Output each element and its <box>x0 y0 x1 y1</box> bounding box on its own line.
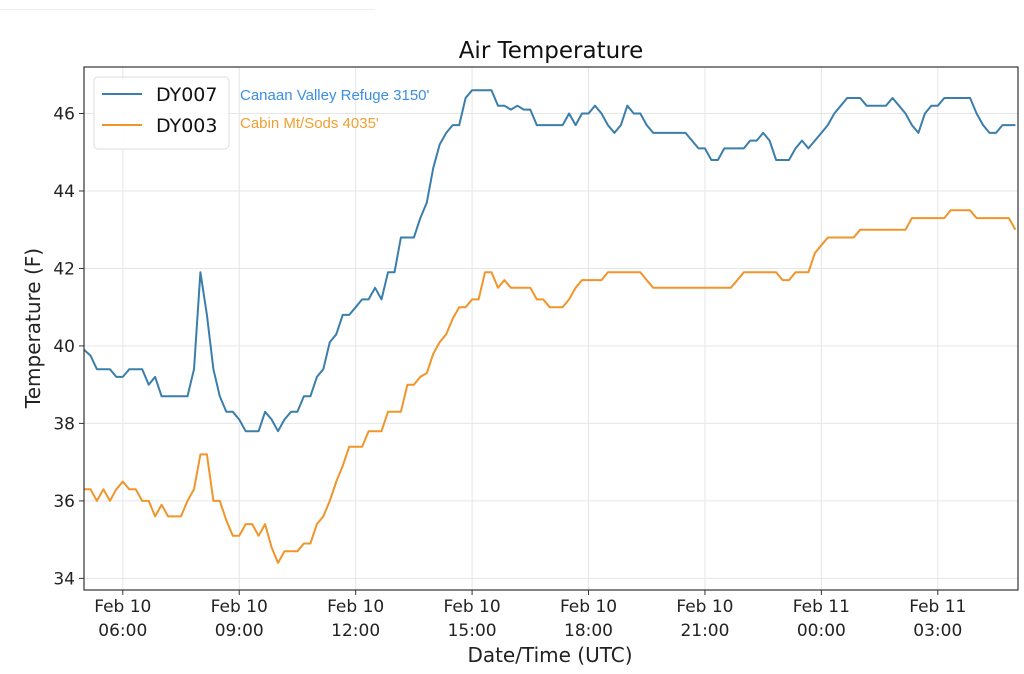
x-tick-label-time: 06:00 <box>98 621 147 641</box>
x-tick-label-time: 09:00 <box>215 621 264 641</box>
x-tick-label-date: Feb 11 <box>909 597 966 617</box>
y-tick-label: 36 <box>53 492 75 512</box>
y-axis-ticks: 34 36 38 40 42 44 46 <box>53 104 84 589</box>
x-tick-label-date: Feb 10 <box>444 597 501 617</box>
legend: DY007 DY003 <box>93 76 230 150</box>
legend-label-dy003: DY003 <box>156 115 217 137</box>
series-line-dy007 <box>83 89 1016 433</box>
x-tick-label-time: 12:00 <box>331 621 380 641</box>
x-axis-label: Date/Time (UTC) <box>467 643 632 667</box>
x-tick-label-date: Feb 10 <box>327 597 384 617</box>
series-lines <box>83 89 1017 564</box>
y-tick-label: 42 <box>53 259 75 279</box>
x-axis-ticks: Feb 10 06:00 Feb 10 09:00 Feb 10 12:00 Feb 10 1… <box>94 590 966 641</box>
y-axis-label: Temperature (F) <box>21 248 45 409</box>
y-tick-label: 40 <box>53 337 75 357</box>
grid <box>84 67 1018 590</box>
y-tick-label: 44 <box>53 182 75 202</box>
x-tick-label-time: 15:00 <box>448 621 497 641</box>
legend-label-dy007: DY007 <box>156 84 217 106</box>
plot-frame <box>83 66 1019 591</box>
x-tick-label-date: Feb 10 <box>94 597 151 617</box>
y-tick-label: 46 <box>53 104 75 124</box>
x-tick-label-time: 21:00 <box>680 621 729 641</box>
annotation-canaan-valley: Canaan Valley Refuge 3150' <box>240 87 430 104</box>
x-tick-label-time: 18:00 <box>564 621 613 641</box>
series-line-dy003 <box>84 209 1017 564</box>
annotation-cabin-mt: Cabin Mt/Sods 4035' <box>240 115 379 132</box>
x-tick-label-date: Feb 10 <box>560 597 617 617</box>
x-tick-label-date: Feb 10 <box>676 597 733 617</box>
chart-title: Air Temperature <box>459 38 644 64</box>
y-tick-label: 34 <box>53 569 75 589</box>
x-tick-label-date: Feb 11 <box>793 597 850 617</box>
x-tick-label-time: 03:00 <box>913 621 962 641</box>
divider-line <box>0 9 375 10</box>
y-tick-label: 38 <box>53 414 75 434</box>
x-tick-label-date: Feb 10 <box>211 597 268 617</box>
x-tick-label-time: 00:00 <box>797 621 846 641</box>
